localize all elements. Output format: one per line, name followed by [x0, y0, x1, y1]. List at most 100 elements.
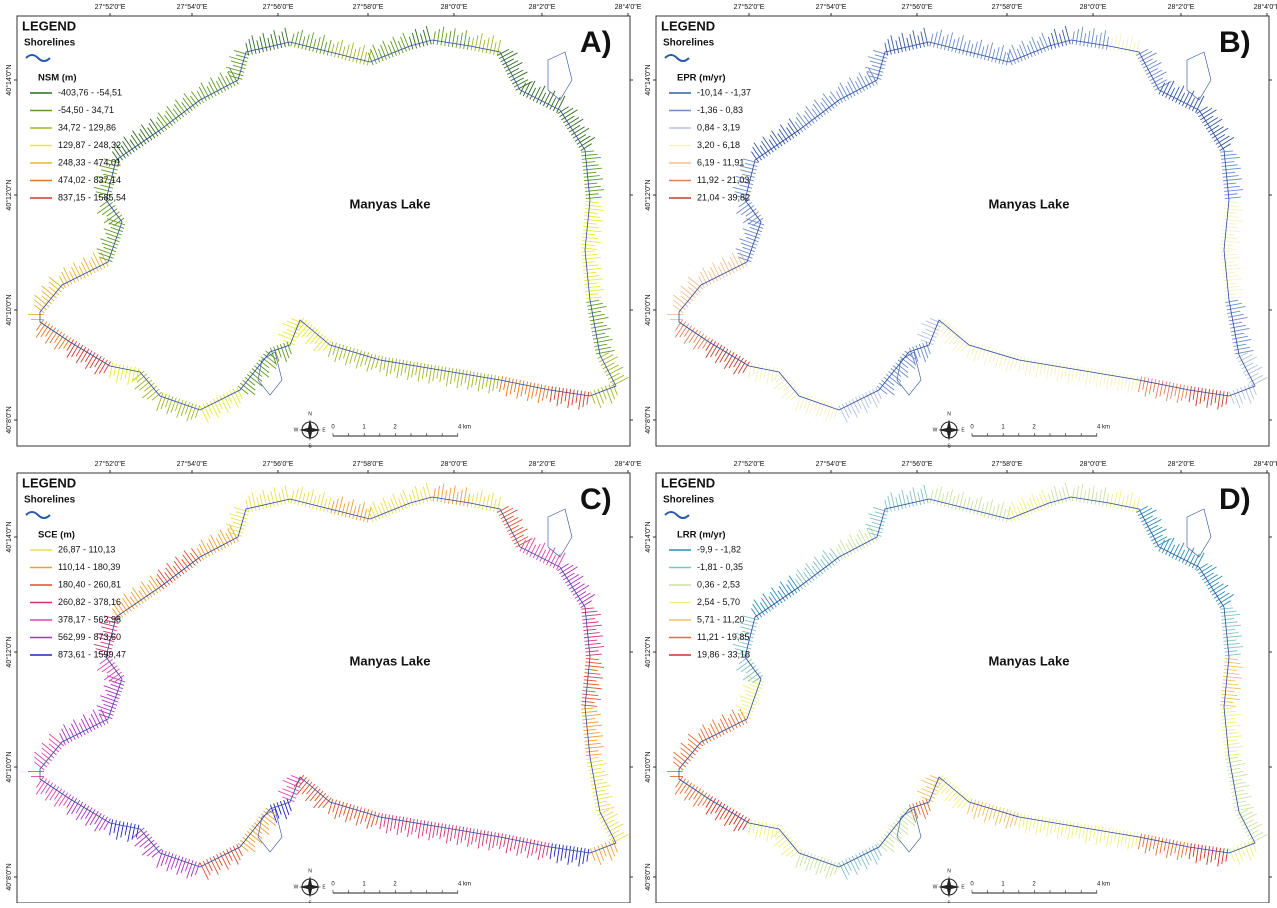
transect: [1195, 844, 1200, 864]
transect: [94, 355, 102, 368]
transect: [1165, 382, 1171, 401]
transect: [309, 788, 321, 802]
transect: [546, 385, 550, 399]
transect: [588, 313, 605, 318]
transect: [687, 281, 701, 293]
transect: [120, 602, 129, 614]
shoreline: [678, 496, 1256, 868]
transect: [1102, 30, 1107, 50]
transect: [1064, 482, 1071, 502]
transect: [304, 491, 310, 508]
transect: [858, 852, 868, 870]
transect: [774, 824, 779, 838]
transect: [1026, 501, 1033, 515]
transect: [906, 494, 911, 508]
transect: [1205, 118, 1223, 130]
transect: [417, 819, 422, 839]
transect: [227, 71, 236, 87]
transect: [982, 802, 987, 816]
transect: [308, 489, 315, 508]
transect: [583, 728, 597, 732]
transect: [748, 362, 753, 379]
transect: [590, 848, 596, 861]
transect: [82, 257, 93, 275]
transect: [1137, 833, 1143, 850]
transect: [337, 39, 344, 59]
transect: [1011, 44, 1020, 63]
transect: [409, 493, 414, 507]
transect: [723, 809, 735, 826]
transect: [740, 169, 756, 175]
transect: [278, 333, 297, 342]
transect: [237, 385, 249, 395]
transect: [582, 624, 602, 628]
transect: [180, 400, 187, 417]
transect: [98, 816, 108, 831]
transect: [557, 563, 569, 572]
transect: [297, 320, 307, 331]
transect: [326, 496, 332, 513]
transect: [561, 566, 578, 578]
transect: [396, 816, 401, 836]
transect: [1250, 833, 1268, 844]
transect: [1120, 373, 1125, 390]
transect: [199, 405, 209, 423]
transect: [1151, 77, 1164, 85]
transect: [820, 559, 829, 571]
transect: [69, 270, 76, 284]
legend-entry: -1,81 - 0,35: [697, 562, 743, 572]
transect: [492, 375, 496, 392]
transect: [585, 650, 599, 653]
legend-entry: 19,86 - 33,18: [697, 649, 750, 659]
transect: [1248, 374, 1264, 384]
transect: [212, 855, 221, 871]
legend-heading: LEGEND: [22, 475, 76, 490]
transect: [608, 384, 616, 400]
transect: [244, 833, 256, 843]
transect: [164, 115, 173, 126]
transect: [936, 29, 943, 49]
transect: [332, 342, 337, 356]
transect: [672, 304, 684, 314]
transect: [1210, 389, 1214, 406]
transect: [969, 500, 974, 514]
transect: [582, 848, 586, 865]
transect: [888, 371, 902, 382]
transect: [833, 405, 840, 419]
transect: [513, 536, 529, 545]
transect: [106, 693, 120, 700]
transect: [235, 54, 249, 59]
transect: [1151, 534, 1164, 542]
transect: [113, 674, 125, 684]
transect: [41, 747, 55, 759]
legend-entry: 837,15 - 1585,54: [58, 192, 126, 202]
transect: [146, 845, 160, 857]
transect: [944, 786, 957, 802]
transect: [749, 226, 763, 233]
transect: [601, 387, 607, 400]
transect: [66, 339, 74, 351]
transect: [1214, 390, 1218, 404]
transect: [109, 819, 114, 836]
transect: [976, 496, 983, 516]
transect: [1021, 497, 1030, 516]
legend-entry: 0,84 - 3,19: [697, 122, 740, 132]
transect: [925, 785, 938, 792]
transect: [861, 393, 870, 409]
transect: [584, 668, 598, 671]
transect: [186, 403, 194, 422]
transect: [748, 819, 753, 836]
transect: [584, 282, 598, 285]
transect: [411, 32, 417, 49]
transect: [97, 195, 111, 200]
transect: [524, 381, 529, 395]
transect: [66, 341, 78, 358]
transect: [584, 635, 604, 639]
transect: [705, 341, 717, 358]
transect: [583, 175, 600, 178]
transect: [108, 679, 125, 686]
transect: [921, 779, 940, 788]
compass-letter: N: [308, 411, 312, 417]
transect: [688, 786, 699, 801]
transect: [488, 374, 493, 394]
